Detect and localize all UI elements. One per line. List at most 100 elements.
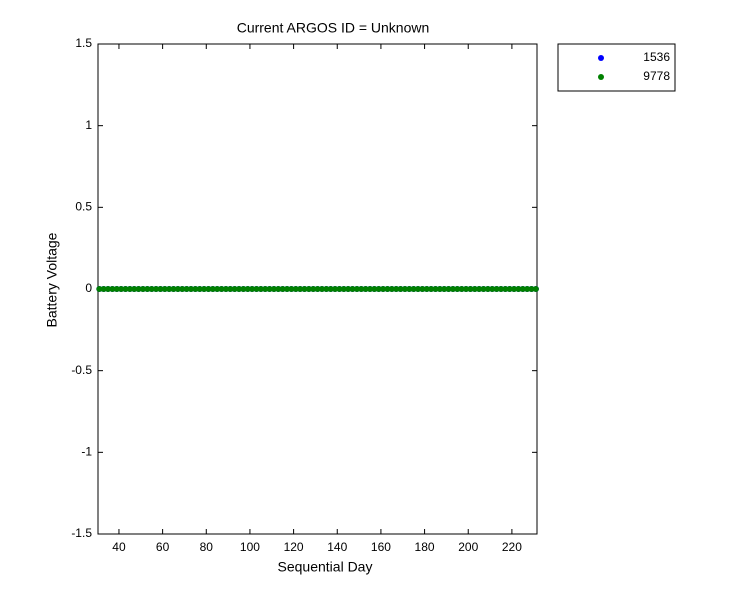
point [393,286,400,292]
point [532,286,539,292]
point [406,286,413,292]
point [476,286,483,292]
point [244,286,251,292]
point [401,286,408,292]
point [519,286,526,292]
point [310,286,317,292]
point [201,286,208,292]
point [249,286,256,292]
point [292,286,299,292]
point [340,286,347,292]
y-tick-label: -1 [81,445,92,459]
point [449,286,456,292]
point [463,286,470,292]
point [436,286,443,292]
x-tick-label: 100 [240,540,260,554]
point [375,286,382,292]
point [262,286,269,292]
y-tick-label: 1.5 [75,36,92,50]
point [288,286,295,292]
point [388,286,395,292]
point [161,286,168,292]
point [432,286,439,292]
y-tick-label: -1.5 [71,526,92,540]
point [489,286,496,292]
x-axis-label: Sequential Day [278,559,373,575]
point [179,286,186,292]
point [144,286,151,292]
x-tick-label: 60 [156,540,170,554]
x-tick-label: 120 [284,540,304,554]
point [166,286,173,292]
x-tick-label: 180 [415,540,435,554]
point [511,286,518,292]
point [506,286,513,292]
point [100,286,107,292]
y-tick-label: 0 [85,281,92,295]
point [471,286,478,292]
x-tick-label: 220 [502,540,522,554]
point [113,286,120,292]
point [187,286,194,292]
point [497,286,504,292]
point [318,286,325,292]
point [358,286,365,292]
point [266,286,273,292]
chart-title: Current ARGOS ID = Unknown [237,20,430,36]
point [109,286,116,292]
legend-marker [598,55,604,61]
point [275,286,282,292]
y-tick-label: -0.5 [71,363,92,377]
point [205,286,212,292]
point [209,286,216,292]
point [253,286,260,292]
legend [557,43,676,92]
legend-label: 1536 [643,50,670,64]
point [196,286,203,292]
point [122,286,129,292]
point [105,286,112,292]
point [183,286,190,292]
point [380,286,387,292]
legend-label: 9778 [643,69,670,83]
y-axis-label: Battery Voltage [44,232,60,327]
point [371,286,378,292]
point [174,286,181,292]
point [441,286,448,292]
point [423,286,430,292]
point [305,286,312,292]
point [515,286,522,292]
point [336,286,343,292]
point [524,286,531,292]
point [323,286,330,292]
point [231,286,238,292]
point [153,286,160,292]
point [445,286,452,292]
point [428,286,435,292]
point [240,286,247,292]
point [192,286,199,292]
point [96,286,103,292]
point [131,286,138,292]
point [218,286,225,292]
y-tick-label: 1 [85,118,92,132]
point [502,286,509,292]
point [467,286,474,292]
point [135,286,142,292]
point [148,286,155,292]
point [222,286,229,292]
point [397,286,404,292]
point [118,286,125,292]
point [349,286,356,292]
point [327,286,334,292]
point [279,286,286,292]
point [454,286,461,292]
point [301,286,308,292]
x-tick-label: 140 [327,540,347,554]
point [227,286,234,292]
point [257,286,264,292]
point [139,286,146,292]
point [493,286,500,292]
